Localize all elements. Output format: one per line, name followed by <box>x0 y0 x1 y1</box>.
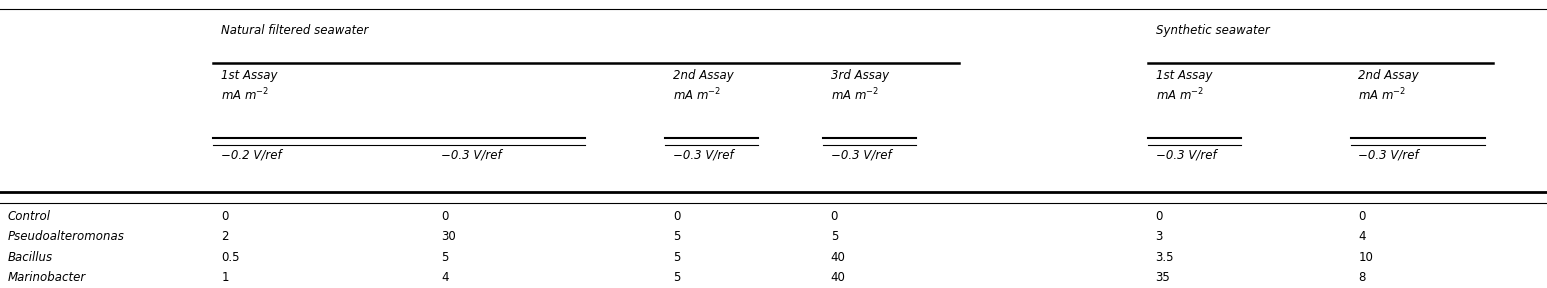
Text: 0: 0 <box>1358 210 1366 223</box>
Text: 40: 40 <box>831 251 846 264</box>
Text: −0.3 V/ref: −0.3 V/ref <box>673 148 733 161</box>
Text: 5: 5 <box>441 251 449 264</box>
Text: 5: 5 <box>673 271 681 284</box>
Text: 8: 8 <box>1358 271 1366 284</box>
Text: 3rd Assay
mA m$^{-2}$: 3rd Assay mA m$^{-2}$ <box>831 69 890 103</box>
Text: 4: 4 <box>1358 230 1366 243</box>
Text: 1st Assay
mA m$^{-2}$: 1st Assay mA m$^{-2}$ <box>1156 69 1213 103</box>
Text: 0.5: 0.5 <box>221 251 240 264</box>
Text: 0: 0 <box>221 210 229 223</box>
Text: 30: 30 <box>441 230 456 243</box>
Text: 1st Assay
mA m$^{-2}$: 1st Assay mA m$^{-2}$ <box>221 69 278 103</box>
Text: −0.3 V/ref: −0.3 V/ref <box>441 148 501 161</box>
Text: 2: 2 <box>221 230 229 243</box>
Text: −0.3 V/ref: −0.3 V/ref <box>1156 148 1216 161</box>
Text: 5: 5 <box>673 251 681 264</box>
Text: 0: 0 <box>673 210 681 223</box>
Text: 0: 0 <box>1156 210 1163 223</box>
Text: 1: 1 <box>221 271 229 284</box>
Text: Control: Control <box>8 210 51 223</box>
Text: 5: 5 <box>831 230 838 243</box>
Text: 3: 3 <box>1156 230 1163 243</box>
Text: Synthetic seawater: Synthetic seawater <box>1156 24 1270 37</box>
Text: 2nd Assay
mA m$^{-2}$: 2nd Assay mA m$^{-2}$ <box>1358 69 1419 103</box>
Text: −0.2 V/ref: −0.2 V/ref <box>221 148 282 161</box>
Text: 2nd Assay
mA m$^{-2}$: 2nd Assay mA m$^{-2}$ <box>673 69 733 103</box>
Text: 10: 10 <box>1358 251 1374 264</box>
Text: 40: 40 <box>831 271 846 284</box>
Text: 3.5: 3.5 <box>1156 251 1174 264</box>
Text: 0: 0 <box>441 210 449 223</box>
Text: Marinobacter: Marinobacter <box>8 271 87 284</box>
Text: Pseudoalteromonas: Pseudoalteromonas <box>8 230 125 243</box>
Text: 0: 0 <box>831 210 838 223</box>
Text: 4: 4 <box>441 271 449 284</box>
Text: −0.3 V/ref: −0.3 V/ref <box>831 148 891 161</box>
Text: 5: 5 <box>673 230 681 243</box>
Text: Bacillus: Bacillus <box>8 251 53 264</box>
Text: Natural filtered seawater: Natural filtered seawater <box>221 24 368 37</box>
Text: −0.3 V/ref: −0.3 V/ref <box>1358 148 1419 161</box>
Text: 35: 35 <box>1156 271 1171 284</box>
